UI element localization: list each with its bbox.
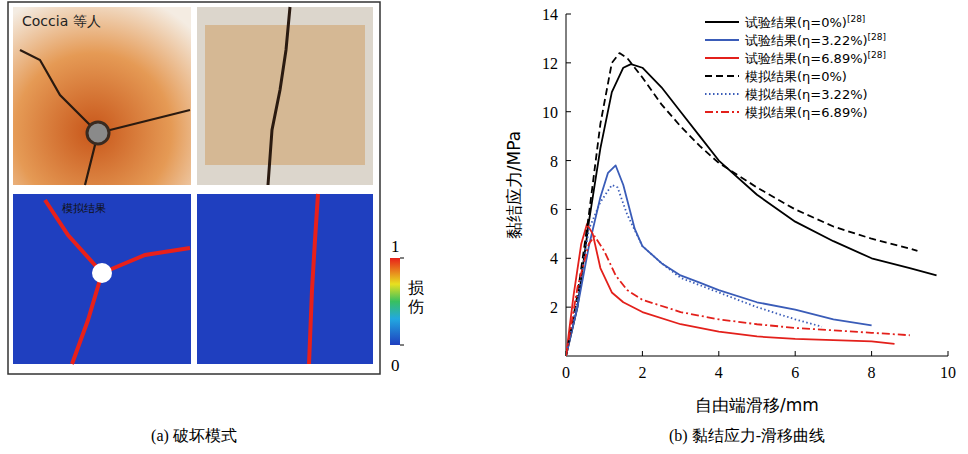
x-axis	[566, 356, 948, 357]
sim-crack	[309, 194, 318, 364]
y-tick-label: 12	[542, 55, 558, 72]
photo	[13, 7, 191, 185]
caption: (b) 黏结应力-滑移曲线	[669, 427, 825, 445]
legend-swatch	[705, 39, 739, 41]
panel-a: Coccia 等人模拟结果 0 1 损伤	[8, 2, 424, 375]
legend-text: 试验结果(η=0%)	[745, 15, 847, 30]
x-tick-label: 2	[638, 364, 646, 381]
sim-image	[13, 194, 191, 364]
x-tick-label: 8	[868, 364, 876, 381]
y-tick-label: 8	[550, 153, 558, 170]
caption: (a) 破坏模式	[151, 427, 237, 445]
y-tick	[566, 307, 571, 308]
y-tick-label: 14	[542, 6, 558, 23]
legend-label: 试验结果(η=6.89%)[28]	[745, 50, 886, 66]
x-tick	[795, 351, 796, 356]
legend-swatch	[705, 75, 739, 77]
y-tick-label: 2	[550, 299, 558, 316]
legend-label: 模拟结果(η=0%)	[745, 69, 847, 84]
series-line	[566, 236, 910, 356]
y-tick	[566, 111, 571, 112]
crack	[268, 7, 290, 185]
panel-b: 0 2 4 6 8 10 2 4 6 8 10 12 14 自由端滑移/mm 黏结应力/MPa 试验结果(η=…	[504, 6, 956, 415]
colorbar-tick-label: 1	[391, 237, 400, 256]
colorbar-label: 损伤	[408, 278, 424, 316]
series-line	[566, 53, 917, 356]
legend-text: 试验结果(η=6.89%)	[745, 51, 868, 66]
legend-sup: [28]	[868, 50, 886, 60]
y-tick-label: 10	[542, 104, 558, 121]
series-line	[566, 165, 872, 356]
series-group	[566, 53, 937, 356]
legend-swatch	[705, 21, 739, 23]
photo	[197, 7, 373, 185]
series-line	[566, 185, 822, 356]
y-tick	[566, 258, 571, 259]
bar-hole	[92, 263, 112, 283]
figure: Coccia 等人模拟结果 0 1 损伤 (a) 破坏模式 0 2 4 6 8 10 2 4 6 8 10 12…	[0, 0, 968, 454]
bar-hole	[87, 122, 109, 144]
sim-crack	[45, 200, 190, 364]
y-tick	[566, 209, 571, 210]
x-tick-label: 4	[715, 364, 723, 381]
sim-label: 模拟结果	[62, 202, 106, 215]
legend-label: 试验结果(η=3.22%)[28]	[745, 32, 886, 48]
series-line	[566, 64, 937, 356]
sim-image	[197, 194, 373, 364]
char: 损	[408, 278, 424, 297]
x-tick	[718, 351, 719, 356]
colorbar-tick	[400, 258, 404, 259]
colorbar-tick-label: 0	[391, 356, 400, 375]
y-axis-title: 黏结应力/MPa	[504, 131, 524, 239]
legend-text: 试验结果(η=3.22%)	[745, 33, 868, 48]
x-tick-label: 6	[791, 364, 799, 381]
legend: 试验结果(η=0%)[28]试验结果(η=3.22%)[28]试验结果(η=6.…	[705, 14, 886, 120]
photo-label: Coccia 等人	[22, 13, 101, 29]
y-tick-label: 6	[550, 201, 558, 218]
colorbar-tick	[400, 345, 404, 346]
legend-text: 模拟结果(η=3.22%)	[745, 87, 868, 102]
panel-frame	[8, 2, 380, 374]
x-tick	[871, 351, 872, 356]
y-tick	[566, 14, 571, 15]
crack	[20, 50, 190, 185]
x-tick-label: 0	[562, 364, 570, 381]
legend-sup: [28]	[868, 32, 886, 42]
legend-sup: [28]	[847, 14, 865, 24]
x-axis-title: 自由端滑移/mm	[695, 395, 819, 415]
char: 伤	[408, 297, 424, 316]
x-tick	[642, 351, 643, 356]
x-tick	[948, 351, 949, 356]
y-tick	[566, 62, 571, 63]
colorbar	[390, 258, 400, 345]
legend-label: 模拟结果(η=6.89%)	[745, 105, 868, 120]
legend-swatch	[705, 111, 739, 113]
series-line	[566, 224, 895, 356]
y-axis	[566, 14, 567, 356]
x-tick-label: 10	[940, 364, 956, 381]
legend-text: 模拟结果(η=6.89%)	[745, 105, 868, 120]
legend-text: 模拟结果(η=0%)	[745, 69, 847, 84]
y-tick-label: 4	[550, 250, 558, 267]
legend-label: 模拟结果(η=3.22%)	[745, 87, 868, 102]
legend-swatch	[705, 93, 739, 95]
y-tick	[566, 160, 571, 161]
legend-swatch	[705, 57, 739, 59]
legend-label: 试验结果(η=0%)[28]	[745, 14, 865, 30]
